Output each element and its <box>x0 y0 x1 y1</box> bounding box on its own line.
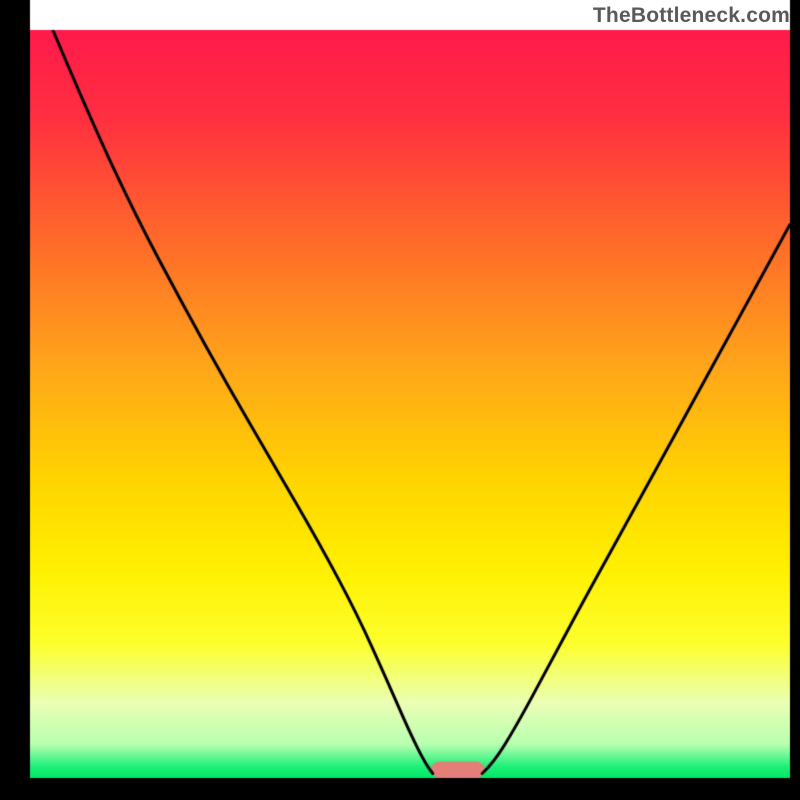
watermark-text: TheBottleneck.com <box>593 4 790 28</box>
chart-stage: TheBottleneck.com <box>0 0 800 800</box>
bottleneck-chart <box>0 0 800 800</box>
